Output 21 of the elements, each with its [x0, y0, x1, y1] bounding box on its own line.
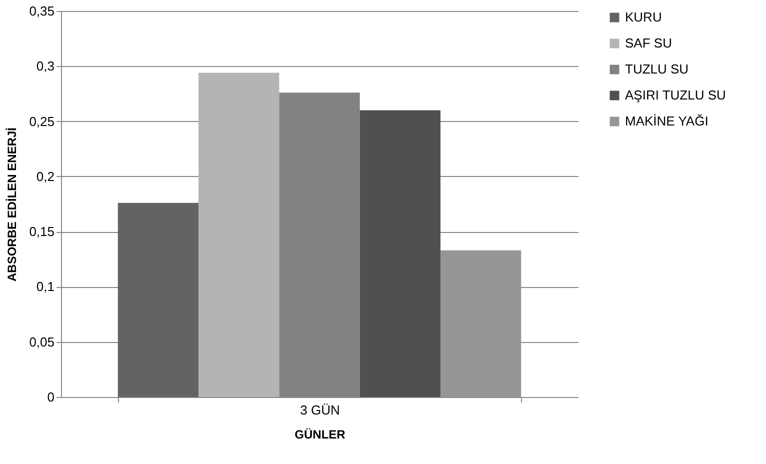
bar — [279, 92, 360, 397]
legend-label: AŞIRI TUZLU SU — [625, 88, 726, 102]
bar — [360, 110, 440, 397]
bar — [198, 72, 280, 397]
bar — [118, 202, 199, 397]
y-tick-label: 0,2 — [36, 168, 54, 184]
legend-label: SAF SU — [625, 36, 672, 50]
y-tick-label: 0,15 — [29, 224, 54, 240]
y-tick-label: 0 — [47, 390, 54, 404]
legend-label: MAKİNE YAĞI — [625, 114, 708, 128]
y-tick-label: 0,25 — [29, 114, 54, 129]
y-tick-label: 0,3 — [36, 58, 54, 74]
legend-label: TUZLU SU — [625, 62, 689, 76]
legend-label: KURU — [625, 10, 662, 24]
y-tick-label: 0,1 — [36, 279, 54, 294]
x-tick-label: 3 GÜN — [300, 402, 340, 418]
x-axis-title: GÜNLER — [294, 428, 346, 442]
y-tick-label: 0,05 — [29, 334, 54, 350]
y-axis-title: ABSORBE EDİLEN ENERJİ — [5, 127, 20, 282]
bar — [440, 250, 522, 397]
y-tick-label: 0,35 — [29, 4, 54, 18]
